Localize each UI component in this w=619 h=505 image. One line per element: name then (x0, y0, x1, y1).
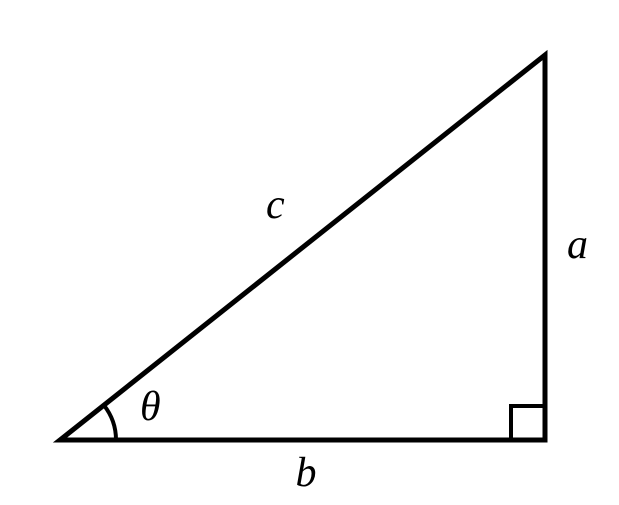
hypotenuse-c-label: c (266, 182, 285, 228)
right-angle-marker (511, 406, 545, 440)
theta-angle-arc (104, 405, 116, 440)
triangle-outline (60, 55, 545, 440)
theta-label: θ (140, 384, 161, 430)
side-b-label: b (296, 450, 317, 496)
right-triangle-diagram: a b c θ (0, 0, 619, 505)
side-a-label: a (567, 222, 588, 268)
